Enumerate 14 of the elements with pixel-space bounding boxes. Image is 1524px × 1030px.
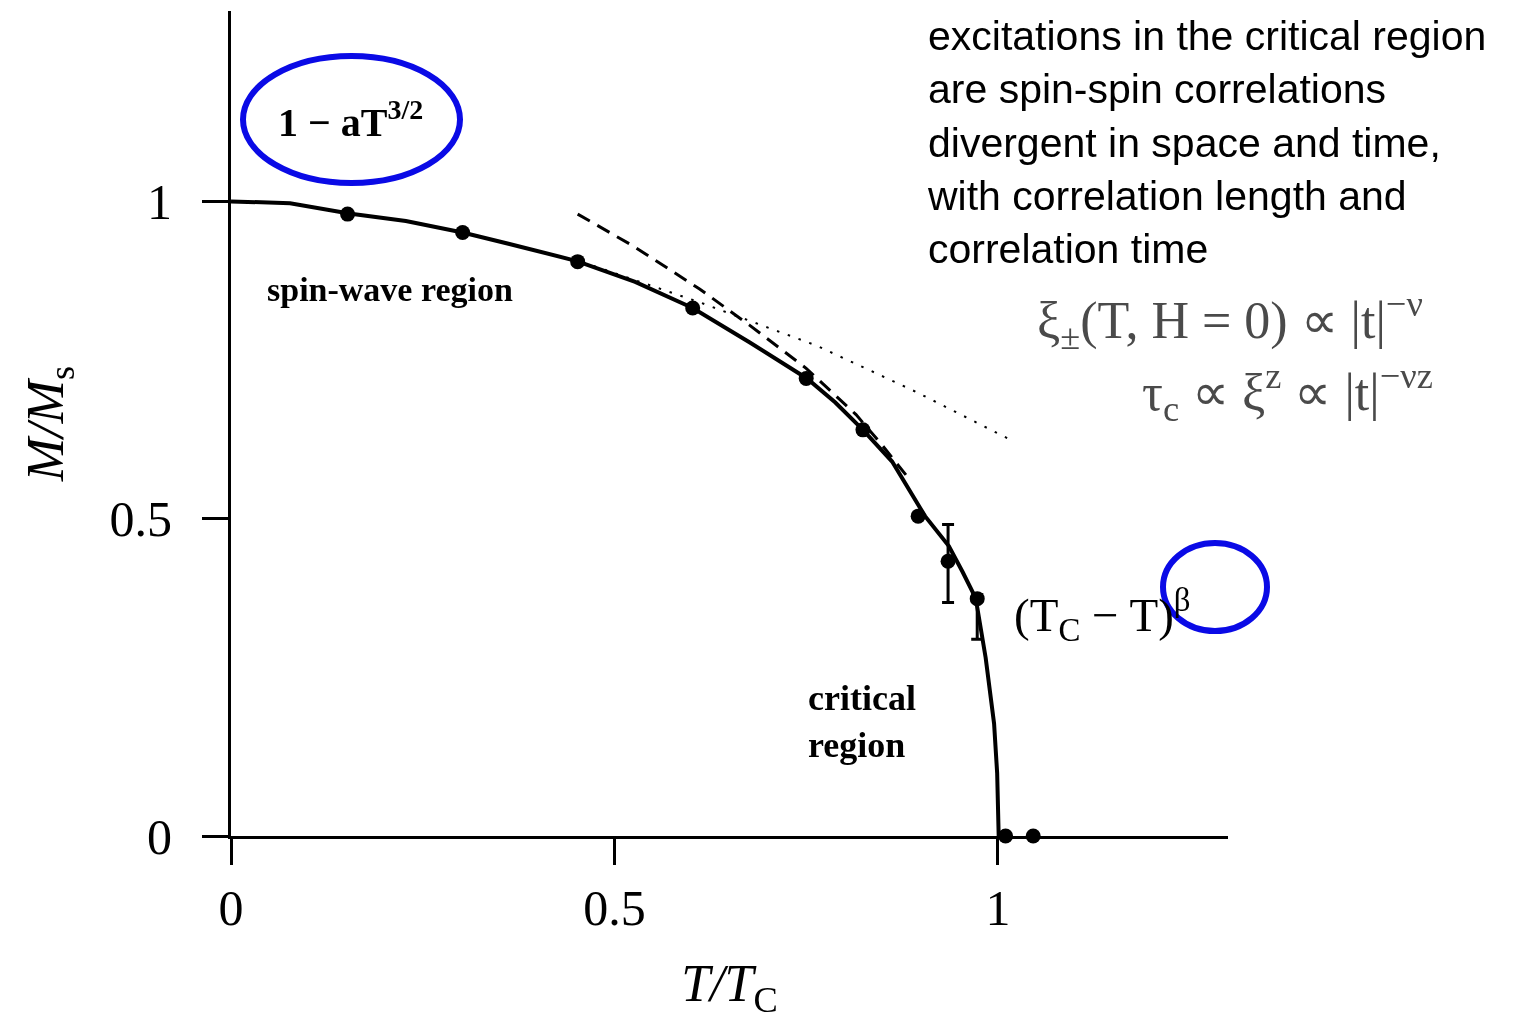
y-tick-label: 0 [147, 808, 172, 865]
annotation: ξ$_{±}$(T, H = 0) ∝ |t|$^{−ν}$ [1037, 284, 1423, 357]
x-tick-label: 0 [218, 880, 244, 936]
annotation: 1 − aT$^{3/2}$ [278, 94, 424, 145]
annotation: τ$_{c}$ ∝ ξ$^{z}$ ∝ |t|$^{−νz}$ [1142, 356, 1433, 429]
annotation: critical region [808, 678, 916, 765]
y-tick-label: 0.5 [109, 491, 172, 548]
annotation: spin-wave region [267, 271, 513, 308]
x-tick-label: 1 [985, 880, 1011, 936]
y-tick-label: 1 [147, 173, 172, 230]
x-tick-label: 0.5 [583, 880, 646, 936]
x-axis-title: T/T$_{C}$ [681, 954, 778, 1020]
annotation: (T$_{C}$ − T)$^{β}$ [1014, 582, 1191, 648]
annotation: excitations in the critical region are spin-spin correlations divergent in space and time, with correlation length and correlation time [927, 13, 1487, 273]
